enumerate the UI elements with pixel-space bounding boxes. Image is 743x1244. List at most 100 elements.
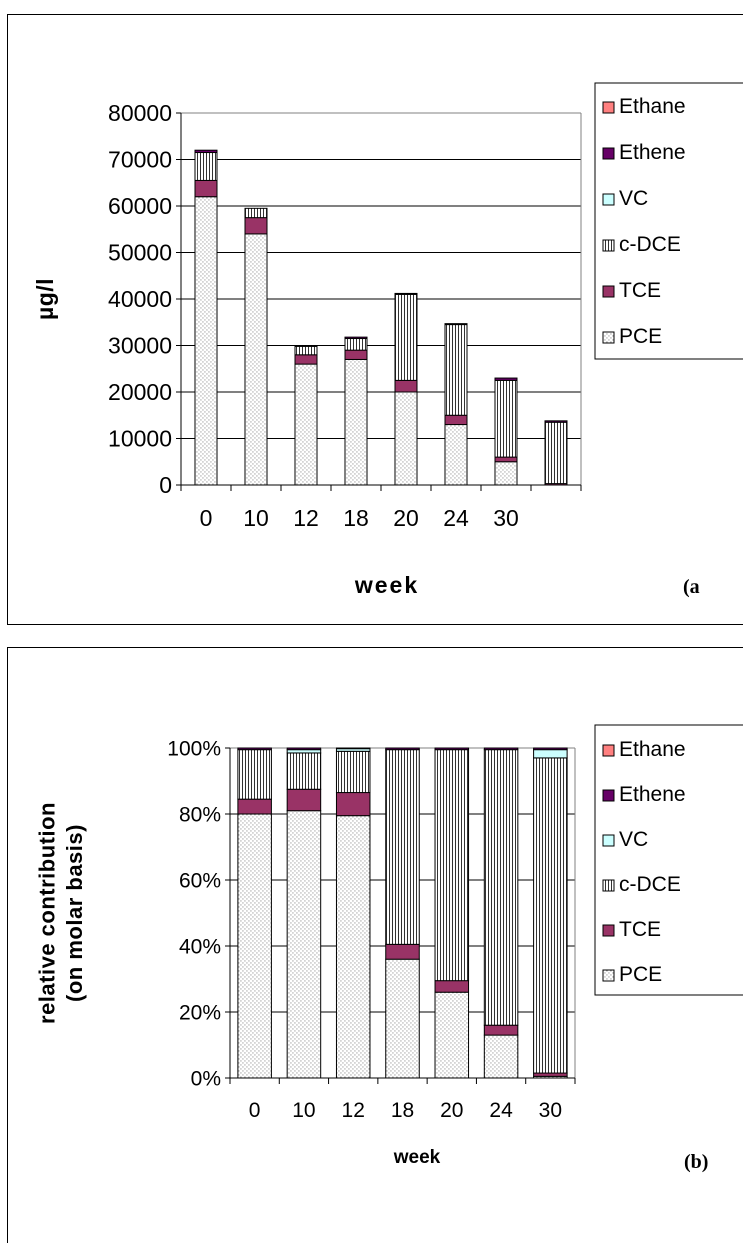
- chart-b-bar-ethene-3: [385, 747, 420, 751]
- chart-b-legend-swatch-tce: [602, 924, 615, 937]
- chart-a-bar-pce-4: [394, 391, 418, 486]
- chart-b-x-tick-label: 0: [249, 1099, 261, 1122]
- chart-b-bar-tce-0: [237, 798, 272, 815]
- chart-a-panel-label: (a: [683, 576, 700, 598]
- chart-b-bar-c-dce-2: [335, 750, 371, 794]
- chart-b-y-tick-label: 0%: [191, 1067, 221, 1090]
- chart-b-bar-ethene-4: [434, 747, 470, 751]
- chart-a-y-axis-label: µg/l: [32, 278, 58, 320]
- chart-a-x-tick-label: 10: [243, 505, 269, 531]
- chart-b-bar-vc-6: [533, 749, 568, 759]
- chart-a-legend-swatch-ethene: [602, 147, 615, 160]
- chart-a-bar-c-dce-4: [394, 293, 418, 381]
- chart-a-legend-swatch-pce: [602, 331, 615, 344]
- chart-a-legend-label-ethane: Ethane: [619, 95, 686, 118]
- chart-b-svg: 0% 20% 40% 60% 80% 100% 0 10 12 18 20 24 30 week relat…: [34, 724, 743, 1173]
- chart-b-y-tick-label: 40%: [179, 935, 221, 958]
- chart-b-bar-tce-2: [335, 792, 371, 817]
- chart-b-bar-pce-3: [385, 958, 420, 1079]
- chart-a-bar-pce-6: [494, 461, 518, 486]
- chart-b-y-tick-label: 20%: [179, 1001, 221, 1024]
- chart-a-legend-swatch-ethane: [602, 101, 615, 114]
- chart-b-legend-label-c-dce: c-DCE: [619, 873, 681, 896]
- chart-a-x-tick-label: 24: [443, 505, 469, 531]
- chart-a-legend-swatch-vc: [602, 193, 615, 206]
- chart-b-legend-swatch-ethene: [602, 789, 615, 802]
- chart-b-bar-pce-5: [483, 1034, 519, 1079]
- chart-b-bar-c-dce-0: [237, 749, 272, 800]
- chart-b-x-tick-label: 10: [292, 1099, 315, 1122]
- chart-b-legend-swatch-pce: [602, 969, 615, 982]
- chart-a-legend-label-tce: TCE: [619, 279, 661, 302]
- chart-b-bar-c-dce-3: [385, 749, 420, 945]
- chart-a-y-tick-label: 10000: [108, 426, 172, 452]
- chart-a-x-tick-label: 12: [293, 505, 319, 531]
- chart-a-bar-c-dce-1: [244, 207, 268, 219]
- chart-a-bar-c-dce-5: [444, 324, 468, 416]
- chart-a-bar-ethene-4: [394, 292, 418, 295]
- chart-a-bar-tce-2: [294, 354, 318, 365]
- chart-a-bar-ethene-6: [494, 377, 518, 381]
- chart-a-y-tick-label: 80000: [108, 100, 172, 126]
- chart-b-y-axis-label: (on molar basis): [62, 824, 87, 1002]
- chart-b-legend-label-ethene: Ethene: [619, 783, 686, 806]
- chart-a-bar-tce-3: [344, 349, 368, 360]
- chart-panel-b: 0% 20% 40% 60% 80% 100% 0 10 12 18 20 24 30 week relat…: [7, 647, 743, 1243]
- chart-b-bar-c-dce-4: [434, 749, 470, 982]
- chart-a-x-tick-label: 30: [493, 505, 519, 531]
- chart-b-x-tick-label: 30: [539, 1099, 562, 1122]
- chart-a-y-tick-label: 20000: [108, 379, 172, 405]
- chart-b-bar-pce-4: [434, 991, 470, 1079]
- chart-a-y-tick-label: 40000: [108, 286, 172, 312]
- chart-b-y-tick-label: 60%: [179, 869, 221, 892]
- chart-a-bar-c-dce-2: [294, 345, 318, 356]
- chart-b-y-tick-label: 80%: [179, 803, 221, 826]
- chart-a-bar-c-dce-6: [494, 379, 518, 458]
- chart-b-panel-label: (b): [684, 1151, 708, 1173]
- chart-a-bar-c-dce-7: [544, 421, 568, 485]
- chart-a-bar-tce-6: [494, 456, 518, 463]
- chart-a-bar-tce-4: [394, 379, 418, 393]
- chart-b-x-tick-label: 20: [440, 1099, 463, 1122]
- chart-b-bar-c-dce-6: [533, 757, 568, 1074]
- chart-b-bar-pce-2: [335, 815, 371, 1079]
- chart-b-bar-ethene-5: [483, 747, 519, 751]
- chart-b-y-axis-label: relative contribution: [34, 802, 59, 1024]
- chart-a-bar-c-dce-3: [344, 338, 368, 351]
- chart-a-bar-pce-2: [294, 363, 318, 486]
- chart-a-x-axis-label: week: [354, 572, 419, 598]
- chart-b-legend-label-ethane: Ethane: [619, 738, 686, 761]
- chart-a-x-tick-label: 20: [393, 505, 419, 531]
- chart-a-bar-ethene-5: [444, 323, 468, 326]
- chart-a-y-tick-label: 70000: [108, 147, 172, 173]
- chart-b-bar-c-dce-5: [483, 749, 519, 1026]
- chart-b-bar-tce-3: [385, 943, 420, 960]
- chart-b-x-tick-label: 18: [391, 1099, 414, 1122]
- chart-a-legend-label-vc: VC: [619, 187, 648, 210]
- chart-a-legend-swatch-c-dce: [602, 239, 615, 252]
- chart-b-legend-swatch-ethane: [602, 744, 615, 757]
- chart-a-bar-pce-0: [194, 196, 218, 486]
- chart-a-y-tick-label: 60000: [108, 193, 172, 219]
- chart-b-legend-label-pce: PCE: [619, 963, 662, 986]
- chart-b-legend-label-tce: TCE: [619, 918, 661, 941]
- chart-a-bar-pce-1: [244, 233, 268, 486]
- chart-a-x-tick-label: 0: [200, 505, 213, 531]
- chart-b-bar-tce-4: [434, 980, 470, 993]
- chart-a-bar-pce-5: [444, 424, 468, 486]
- chart-b-y-tick-label: 100%: [167, 737, 221, 760]
- chart-b-legend-swatch-c-dce: [602, 879, 615, 892]
- chart-b-x-tick-label: 12: [342, 1099, 365, 1122]
- chart-a-bar-pce-3: [344, 358, 368, 486]
- chart-a-bar-ethene-7: [544, 420, 568, 423]
- chart-a-legend-label-pce: PCE: [619, 325, 662, 348]
- chart-a-bar-ethene-0: [194, 149, 218, 154]
- chart-a-bar-ethene-3: [344, 336, 368, 340]
- chart-b-bar-ethene-0: [237, 747, 272, 751]
- chart-b-x-axis-label: week: [393, 1147, 441, 1168]
- chart-a-y-tick-label: 30000: [108, 333, 172, 359]
- chart-panel-a: 0 10000 20000 30000 40000 50000 60000 70000 8000…: [7, 14, 743, 625]
- chart-a-legend-swatch-tce: [602, 285, 615, 298]
- chart-b-legend-label-vc: VC: [619, 828, 648, 851]
- chart-a-bar-tce-1: [244, 217, 268, 235]
